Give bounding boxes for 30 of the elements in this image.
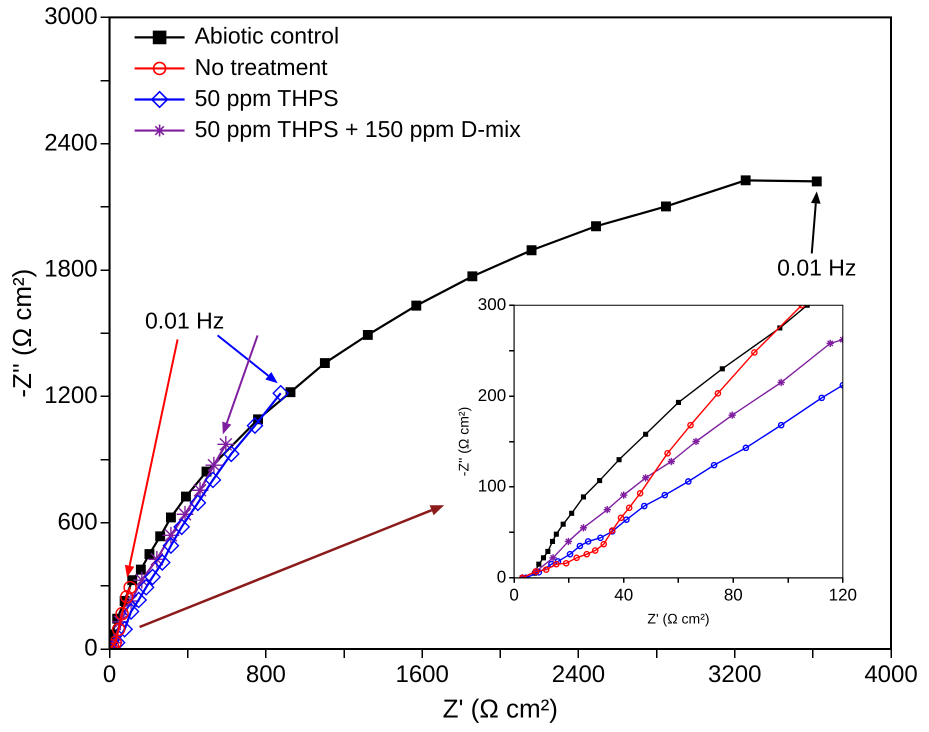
y-axis-title: -Z'' (Ω cm²): [455, 406, 472, 476]
x-tick-label: 120: [828, 586, 858, 605]
x-tick-label: 0: [509, 586, 519, 605]
legend-label: Abiotic control: [194, 22, 340, 49]
legend-label: 50 ppm THPS: [194, 84, 339, 111]
y-tick-label: 100: [478, 476, 506, 496]
annotation: 0.01 Hz: [144, 308, 224, 334]
x-tick-label: 4000: [864, 661, 918, 688]
legend-label: 50 ppm THPS + 150 ppm D-mix: [194, 116, 522, 142]
y-tick-label: 0: [84, 634, 98, 662]
y-tick-label: 3000: [44, 3, 98, 30]
y-tick-label: 0: [496, 567, 506, 586]
y-tick-label: 1800: [44, 256, 98, 283]
y-tick-label: 200: [478, 386, 506, 405]
x-tick-label: 0: [102, 661, 116, 688]
x-axis-title: Z' (Ω cm²): [647, 610, 710, 626]
x-tick-label: 80: [724, 586, 743, 605]
y-tick-label: 2400: [44, 129, 98, 156]
x-axis-title: Z' (Ω cm²): [442, 694, 558, 724]
x-tick-label: 2400: [552, 661, 606, 688]
x-tick-label: 3200: [708, 661, 762, 688]
x-tick-label: 40: [614, 586, 634, 605]
legend-label: No treatment: [194, 54, 328, 80]
y-tick-label: 600: [58, 508, 98, 536]
annotation: 0.01 Hz: [777, 254, 856, 281]
x-tick-label: 800: [246, 661, 286, 688]
y-tick-label: 1200: [44, 382, 98, 409]
y-tick-label: 300: [478, 294, 506, 314]
x-tick-label: 1600: [395, 661, 449, 688]
y-axis-title: -Z'' (Ω cm²): [6, 268, 37, 398]
